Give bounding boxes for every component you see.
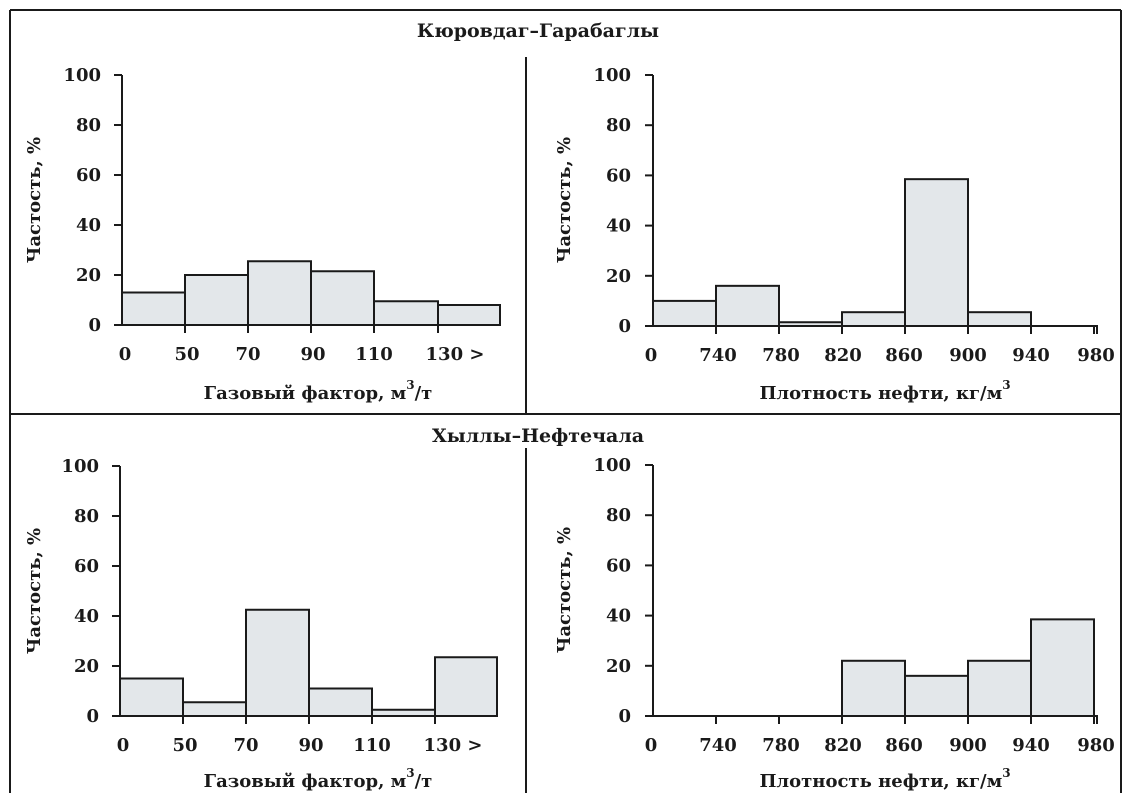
x-tick-label: 860 [885,735,923,756]
chart-oil-density-bottom: 0 20 40 60 80 100 0 740 780 820 860 900 940 980 Частос… [554,455,1115,792]
x-tick-label: 820 [824,345,862,366]
bar-6 [967,311,1032,328]
bar-2 [182,701,247,717]
x-tick-label: 110 [355,344,393,365]
y-tick-label: 60 [74,556,99,577]
x-axis-label-main: Газовый фактор, м [204,771,407,792]
y-tick-label: 40 [74,606,99,627]
figure-frame [9,9,1122,793]
x-axis-label-sup: 3 [406,766,414,780]
y-tick-label: 80 [76,115,101,136]
y-tick-label: 100 [593,455,631,476]
x-tick-label: 50 [172,735,197,756]
y-tick-label: 0 [618,706,631,727]
bar-2 [184,274,249,326]
x-axis-label-main: Плотность нефти, кг/м [759,771,1002,792]
chart-oil-density-top: 0 20 40 60 80 100 0 740 780 820 860 900 940 980 Частос… [554,65,1115,404]
x-tick-label: 940 [1012,735,1050,756]
x-axis-label: Газовый фактор, м3/т [204,766,433,792]
x-tick-label: 70 [235,344,260,365]
x-axis-label: Газовый фактор, м3/т [204,378,433,404]
y-tick-label: 40 [606,606,631,627]
y-tick-label: 20 [606,656,631,677]
x-axis-label-suffix: /т [415,771,433,792]
group-title-top: Кюровдаг–Гарабаглы [417,20,659,42]
x-tick-label: 0 [117,735,130,756]
x-axis-label-suffix: /т [415,383,433,404]
x-axis-label: Плотность нефти, кг/м3 [759,766,1010,792]
bar-1 [119,677,184,717]
x-axis-label-sup: 3 [1002,766,1010,780]
y-tick-label: 20 [606,266,631,287]
x-tick-label: 740 [699,735,737,756]
x-tick-label: 860 [885,345,923,366]
group-title-bottom: Хыллы–Нефтечала [432,425,644,447]
x-axis-label-main: Плотность нефти, кг/м [759,383,1002,404]
x-tick-label: 110 [353,735,391,756]
y-tick-label: 60 [606,555,631,576]
bar-6 [434,656,498,717]
y-tick-label: 60 [76,165,101,186]
bar-4 [841,311,906,328]
x-tick-label: 0 [645,735,658,756]
y-tick-label: 40 [606,216,631,237]
y-tick-label: 0 [86,706,99,727]
x-tick-label: 50 [174,344,199,365]
x-axis-label: Плотность нефти, кг/м3 [759,378,1010,404]
bar-6 [967,659,1032,718]
x-tick-label: 940 [1012,345,1050,366]
bar-3 [247,260,312,326]
x-tick-label: 820 [824,735,862,756]
x-tick-label: 130 > [424,735,483,756]
y-axis-label: Частость, % [554,137,575,263]
bar-1 [121,291,186,326]
x-axis-label-main: Газовый фактор, м [204,383,407,404]
x-tick-label: 130 > [426,344,485,365]
chart-gas-factor-top: 0 20 40 60 80 100 0 50 70 90 110 130 > Частость, % Га… [24,65,501,404]
bar-2 [715,284,780,327]
bar-5 [904,178,969,327]
x-tick-label: 90 [300,344,325,365]
x-tick-label: 70 [233,735,258,756]
bar-5 [904,674,969,718]
y-tick-label: 20 [74,656,99,677]
y-tick-label: 0 [88,315,101,336]
y-tick-label: 0 [618,316,631,337]
y-tick-label: 40 [76,215,101,236]
x-axis-label-sup: 3 [406,378,414,392]
y-axis-label: Частость, % [24,528,45,654]
x-tick-label: 0 [119,344,132,365]
y-tick-label: 80 [606,505,631,526]
bar-6 [437,304,501,326]
x-tick-label: 980 [1077,735,1115,756]
x-tick-label: 780 [762,735,800,756]
x-tick-label: 980 [1077,345,1115,366]
y-tick-label: 80 [74,506,99,527]
x-tick-label: 0 [645,345,658,366]
bar-3 [245,608,310,717]
bar-5 [373,300,439,326]
x-tick-label: 740 [699,345,737,366]
bar-7 [1030,618,1095,717]
y-tick-label: 100 [61,456,99,477]
y-axis-label: Частость, % [24,137,45,263]
bar-1 [652,299,717,327]
bar-4 [310,270,375,326]
x-tick-label: 900 [949,345,987,366]
y-axis-label: Частость, % [554,527,575,653]
bar-4 [841,659,906,718]
y-tick-label: 80 [606,115,631,136]
y-tick-label: 100 [63,65,101,86]
bar-4 [308,687,373,717]
chart-gas-factor-bottom: 0 20 40 60 80 100 0 50 70 90 110 130 > Частость, % Га… [24,456,498,792]
y-tick-label: 100 [593,65,631,86]
y-tick-label: 20 [76,265,101,286]
x-axis-label-sup: 3 [1002,378,1010,392]
x-tick-label: 900 [949,735,987,756]
x-tick-label: 90 [298,735,323,756]
x-tick-label: 780 [762,345,800,366]
y-tick-label: 60 [606,165,631,186]
